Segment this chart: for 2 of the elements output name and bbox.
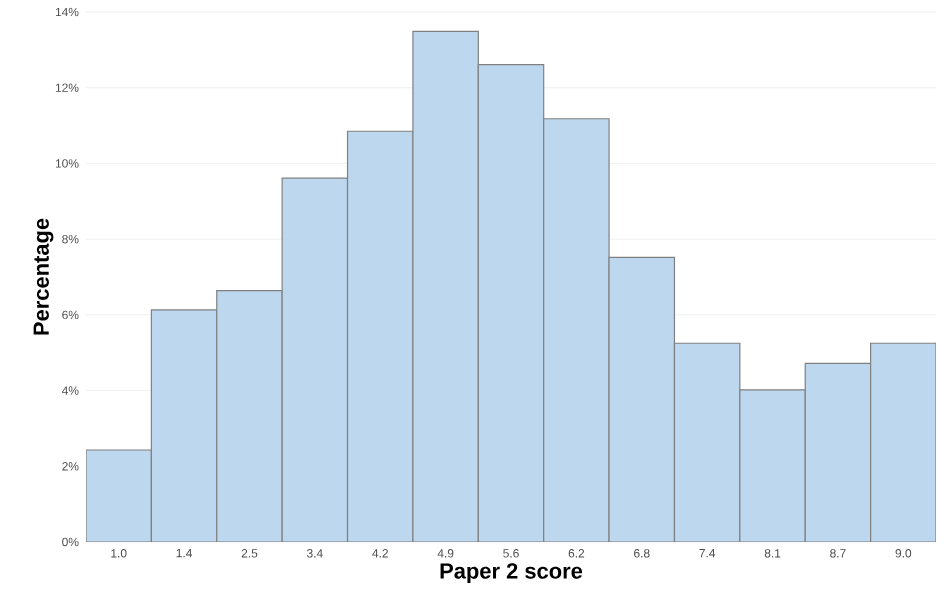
x-axis-title: Paper 2 score	[440, 563, 583, 584]
y-axis-title: Percentage	[33, 218, 54, 335]
